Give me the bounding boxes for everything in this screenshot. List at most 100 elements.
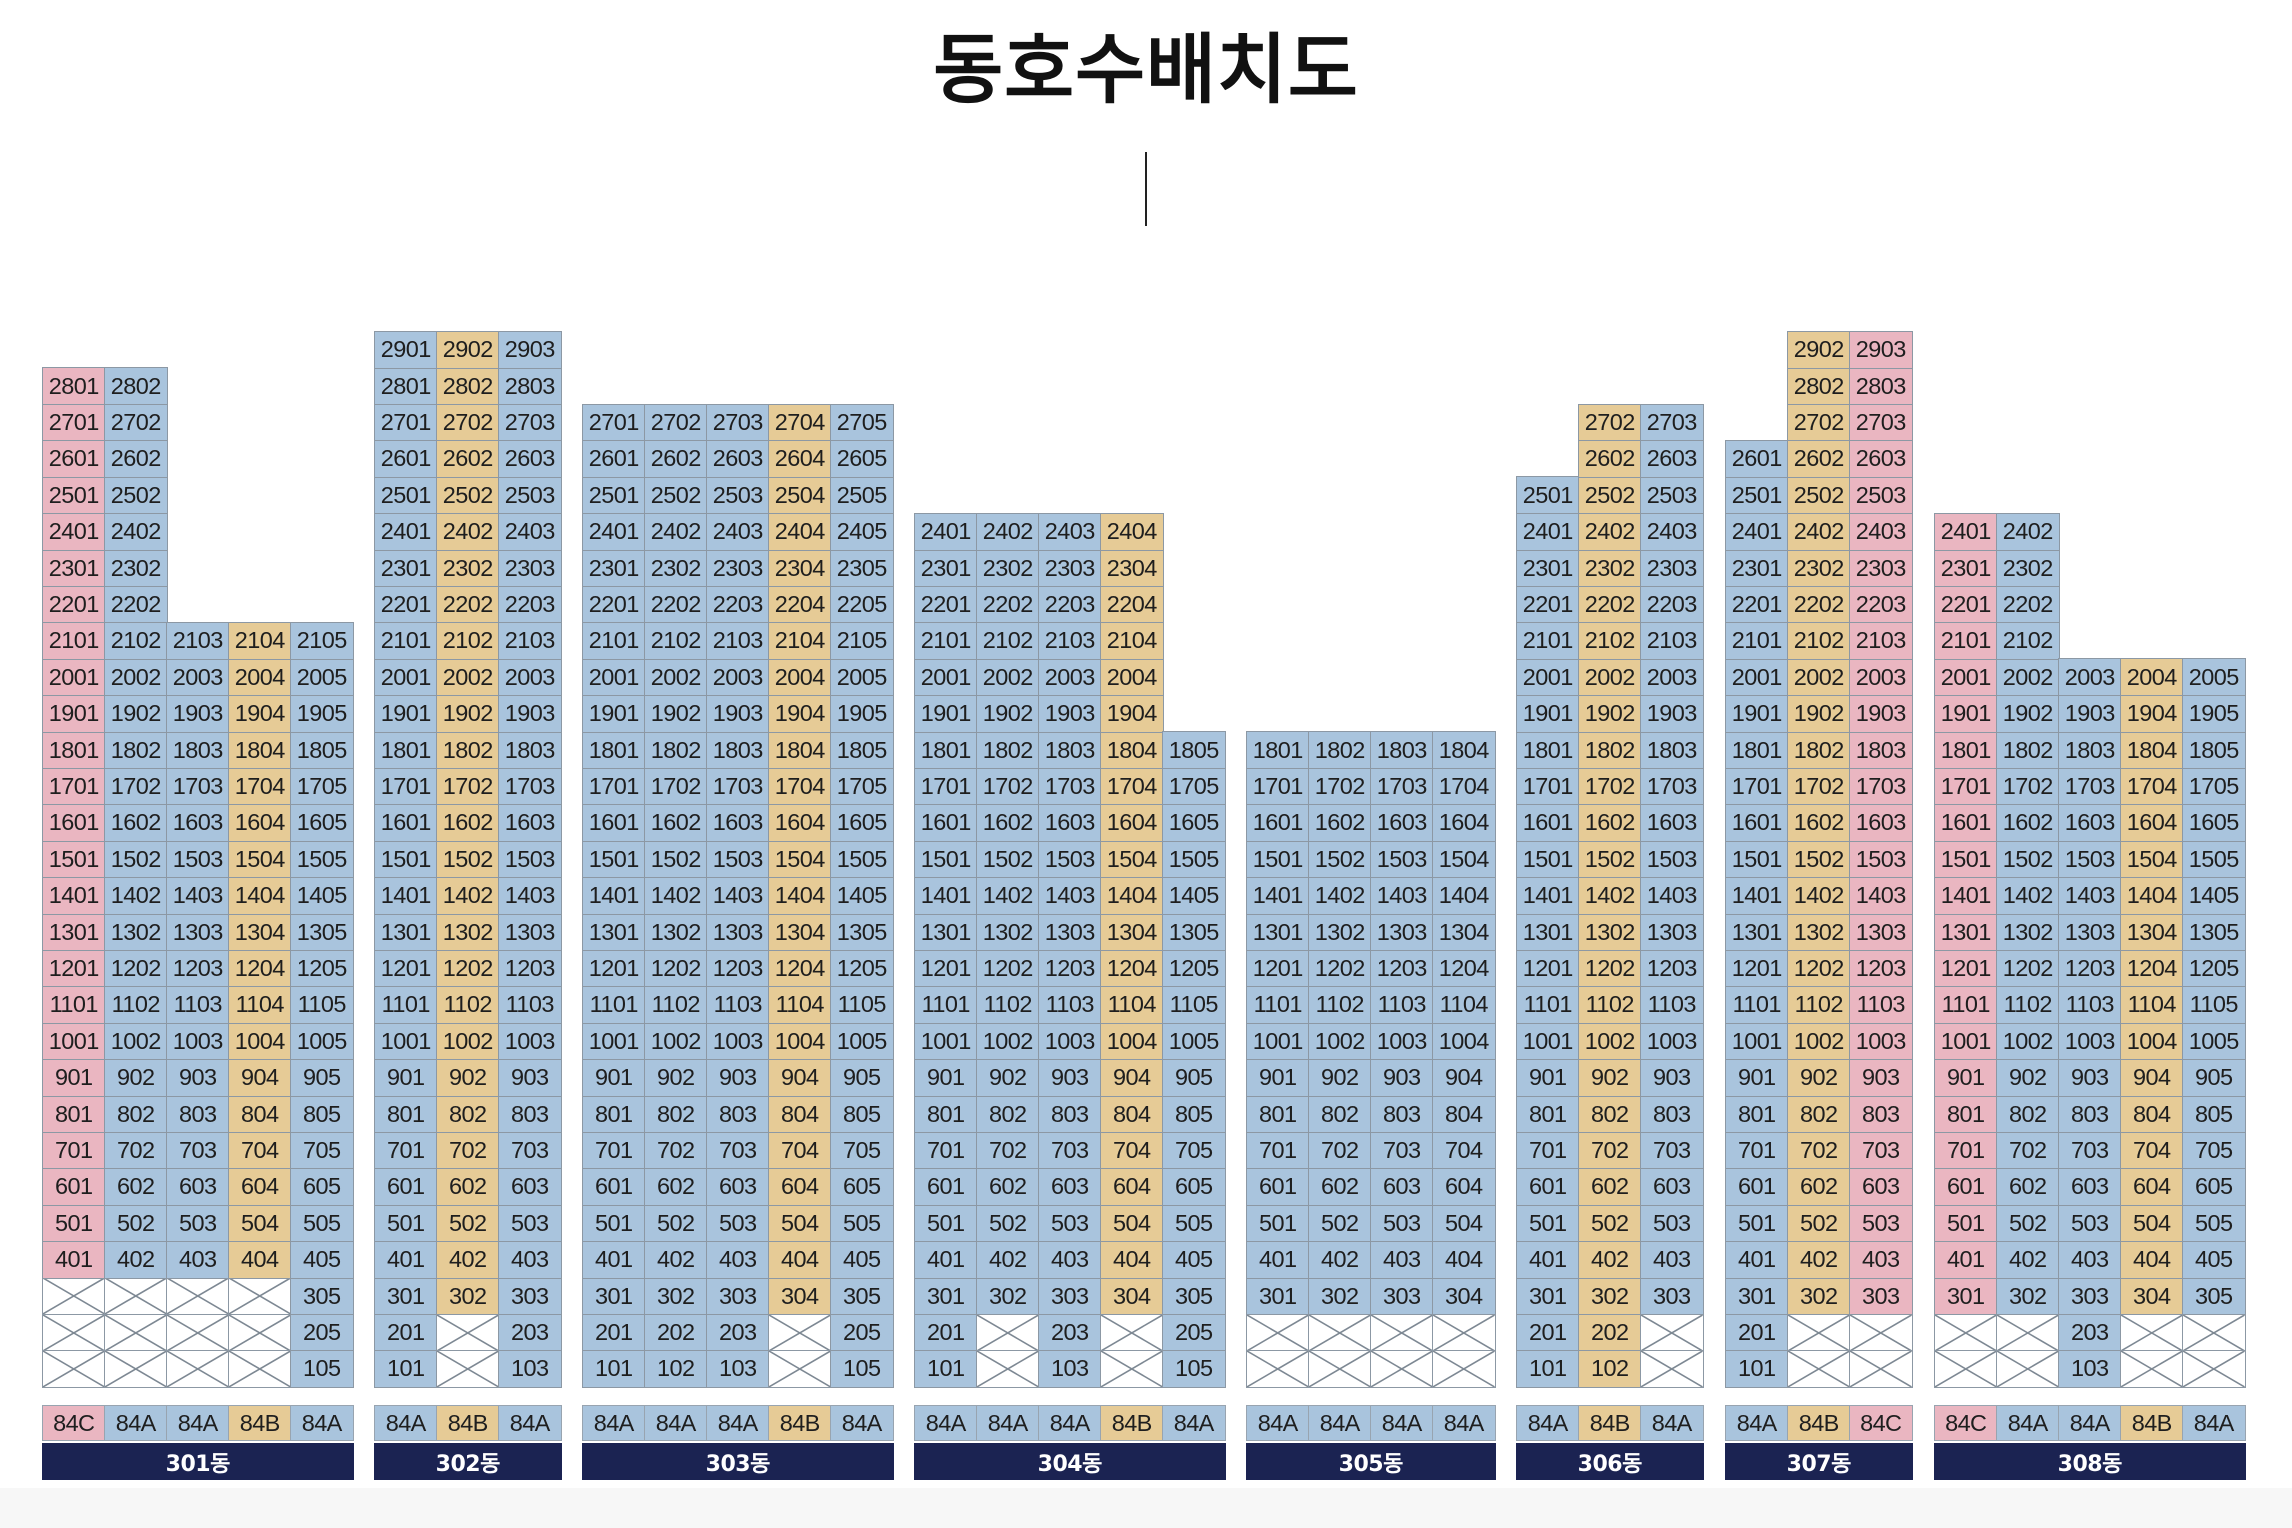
unit-cell: 701 bbox=[1725, 1131, 1789, 1170]
unit-cell: 2202 bbox=[1787, 585, 1851, 624]
unit-cell: 1003 bbox=[2058, 1022, 2122, 1061]
unit-cell: 1201 bbox=[582, 949, 646, 988]
unit-cell: 1701 bbox=[1725, 767, 1789, 806]
unit-cell: 1704 bbox=[228, 767, 292, 806]
unit-cell: 2502 bbox=[1787, 476, 1851, 515]
unit-cell: 801 bbox=[374, 1095, 438, 1134]
unit-cell: 1505 bbox=[2182, 840, 2246, 879]
unit-cell: 1503 bbox=[1640, 840, 1704, 879]
unit-cell: 1203 bbox=[2058, 949, 2122, 988]
unit-cell: 2303 bbox=[498, 549, 562, 588]
unit-cell: 2701 bbox=[374, 403, 438, 442]
unit-cell: 502 bbox=[104, 1204, 168, 1243]
unit-cell: 504 bbox=[2120, 1204, 2184, 1243]
unit-cell: 1705 bbox=[830, 767, 894, 806]
building-label: 307동 bbox=[1725, 1443, 1913, 1480]
unit-cell: 1901 bbox=[1725, 694, 1789, 733]
unit-cell: 2101 bbox=[582, 622, 646, 660]
unit-cell: 1503 bbox=[1038, 840, 1102, 879]
unit-type-cell: 84A bbox=[1432, 1405, 1496, 1441]
unit-cell: 1805 bbox=[2182, 731, 2246, 770]
unit-cell: 1602 bbox=[1578, 804, 1642, 842]
unit-cell: 1003 bbox=[1038, 1022, 1102, 1061]
unit-cell: 403 bbox=[1038, 1240, 1102, 1279]
unit-cell: 2603 bbox=[498, 440, 562, 478]
unit-cell: 1602 bbox=[104, 804, 168, 842]
unit-cell: 604 bbox=[2120, 1168, 2184, 1206]
unit-cell: 1405 bbox=[2182, 876, 2246, 915]
unit-cell: 1603 bbox=[2058, 804, 2122, 842]
unit-type-cell: 84B bbox=[436, 1405, 500, 1441]
unit-cell: 2402 bbox=[976, 512, 1040, 551]
unit-cell: 1103 bbox=[166, 986, 230, 1024]
unit-cell: 1205 bbox=[290, 949, 354, 988]
unit-cell: 1002 bbox=[644, 1022, 708, 1061]
unit-cell: 1701 bbox=[582, 767, 646, 806]
unit-cell: 503 bbox=[1038, 1204, 1102, 1243]
unit-absent-cross bbox=[1433, 1315, 1495, 1351]
unit-cell: 603 bbox=[1038, 1168, 1102, 1206]
unit-cell: 1001 bbox=[1516, 1022, 1580, 1061]
unit-cell: 803 bbox=[1640, 1095, 1704, 1134]
unit-cell: 1202 bbox=[1308, 949, 1372, 988]
unit-cell-absent bbox=[1308, 1313, 1372, 1352]
unit-cell: 902 bbox=[436, 1058, 500, 1097]
unit-cell: 304 bbox=[768, 1277, 832, 1316]
unit-cell: 2304 bbox=[1100, 549, 1164, 588]
unit-cell: 502 bbox=[644, 1204, 708, 1243]
unit-cell: 2102 bbox=[1787, 622, 1851, 660]
unit-cell: 2301 bbox=[374, 549, 438, 588]
unit-cell: 1604 bbox=[1432, 804, 1496, 842]
unit-cell: 1002 bbox=[1578, 1022, 1642, 1061]
unit-cell: 2304 bbox=[768, 549, 832, 588]
unit-cell: 2001 bbox=[914, 658, 978, 697]
unit-cell: 303 bbox=[2058, 1277, 2122, 1316]
unit-cell: 2202 bbox=[644, 585, 708, 624]
unit-cell-absent bbox=[436, 1350, 500, 1388]
unit-cell-absent bbox=[1934, 1313, 1998, 1352]
unit-cell: 2002 bbox=[1578, 658, 1642, 697]
unit-cell: 1103 bbox=[706, 986, 770, 1024]
unit-cell: 405 bbox=[290, 1240, 354, 1279]
unit-cell: 203 bbox=[1038, 1313, 1102, 1352]
unit-cell: 1005 bbox=[2182, 1022, 2246, 1061]
unit-cell: 1604 bbox=[1100, 804, 1164, 842]
unit-cell: 2303 bbox=[1640, 549, 1704, 588]
unit-cell: 2204 bbox=[1100, 585, 1164, 624]
unit-cell: 602 bbox=[1787, 1168, 1851, 1206]
unit-type-cell: 84A bbox=[706, 1405, 770, 1441]
unit-cell: 2202 bbox=[1996, 585, 2060, 624]
unit-type-cell: 84B bbox=[1787, 1405, 1851, 1441]
unit-cell: 2402 bbox=[104, 512, 168, 551]
unit-cell: 205 bbox=[1162, 1313, 1226, 1352]
unit-cell: 2302 bbox=[104, 549, 168, 588]
unit-cell: 2103 bbox=[498, 622, 562, 660]
unit-cell: 1203 bbox=[1640, 949, 1704, 988]
unit-cell-absent bbox=[104, 1277, 168, 1316]
footer-band bbox=[0, 1488, 2292, 1528]
unit-cell: 1402 bbox=[1578, 876, 1642, 915]
unit-cell: 1703 bbox=[1370, 767, 1434, 806]
unit-cell: 1602 bbox=[1996, 804, 2060, 842]
unit-cell: 804 bbox=[768, 1095, 832, 1134]
unit-cell: 1104 bbox=[1100, 986, 1164, 1024]
unit-cell: 105 bbox=[830, 1350, 894, 1388]
unit-cell: 604 bbox=[228, 1168, 292, 1206]
unit-cell: 1903 bbox=[498, 694, 562, 733]
unit-cell: 1404 bbox=[768, 876, 832, 915]
unit-cell: 1803 bbox=[1640, 731, 1704, 770]
unit-cell: 2002 bbox=[644, 658, 708, 697]
unit-cell: 1505 bbox=[830, 840, 894, 879]
unit-cell: 2101 bbox=[374, 622, 438, 660]
unit-cell: 2602 bbox=[644, 440, 708, 478]
unit-absent-cross bbox=[1641, 1351, 1703, 1387]
unit-type-cell: 84A bbox=[2182, 1405, 2246, 1441]
unit-cell: 1101 bbox=[1246, 986, 1310, 1024]
unit-cell: 1501 bbox=[1516, 840, 1580, 879]
unit-absent-cross bbox=[1247, 1351, 1309, 1387]
unit-cell: 2201 bbox=[42, 585, 106, 624]
unit-cell: 903 bbox=[1038, 1058, 1102, 1097]
unit-cell: 2102 bbox=[976, 622, 1040, 660]
unit-cell: 902 bbox=[644, 1058, 708, 1097]
unit-absent-cross bbox=[1850, 1351, 1912, 1387]
